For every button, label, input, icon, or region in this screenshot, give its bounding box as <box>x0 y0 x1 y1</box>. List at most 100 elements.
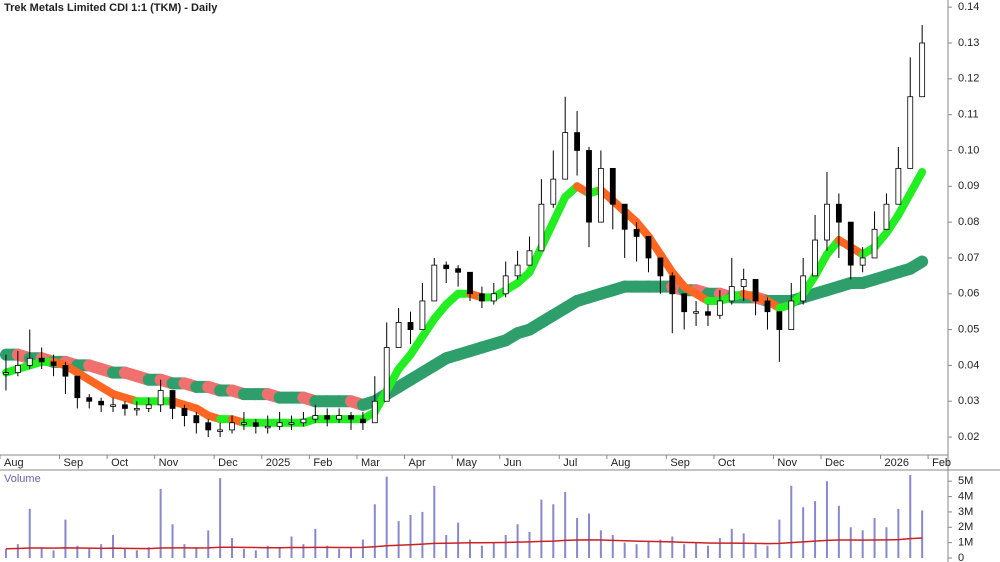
y-tick-label: 0.08 <box>958 216 979 228</box>
x-tick-label: Sep <box>63 457 83 469</box>
y-tick-label: 0.12 <box>958 73 979 85</box>
candle-body <box>847 221 854 266</box>
candle-body <box>776 311 783 331</box>
x-tick-label: Feb <box>932 457 951 469</box>
y-tick-label: 5M <box>958 475 973 487</box>
y-tick-label: 0.05 <box>958 324 979 336</box>
candle-body <box>407 322 414 331</box>
candle-body <box>181 408 188 416</box>
volume-bar <box>671 536 674 558</box>
volume-bar <box>373 504 376 558</box>
candle-body <box>98 400 105 406</box>
candle-body <box>883 203 890 230</box>
candle-body <box>395 322 402 348</box>
x-tick-label: Jul <box>563 457 577 469</box>
candle-body <box>288 422 295 425</box>
volume-bar <box>849 527 852 558</box>
candle-body <box>336 415 343 420</box>
candle-body <box>824 203 830 241</box>
volume-bar <box>112 534 115 558</box>
candle-body <box>193 415 200 424</box>
candle-body <box>3 372 9 375</box>
volume-bar <box>266 545 269 558</box>
volume-bar <box>492 542 495 558</box>
y-tick-label: 0.13 <box>958 37 979 49</box>
ma-fast <box>906 167 927 198</box>
volume-ma <box>5 537 923 550</box>
candle-body <box>371 400 378 424</box>
x-tick-label: Dec <box>218 457 238 469</box>
volume-bar <box>338 548 341 558</box>
candle-body <box>645 236 652 259</box>
candle-body <box>835 203 842 223</box>
x-tick-label: Jun <box>504 457 522 469</box>
y-tick-label: 0.02 <box>958 431 979 443</box>
ma-fast <box>525 243 546 277</box>
y-tick-label: 0.14 <box>958 1 979 13</box>
volume-bar <box>242 548 245 558</box>
candle-body <box>752 279 759 302</box>
candle-body <box>229 422 235 431</box>
candle-body <box>324 415 331 420</box>
candle-body <box>609 167 616 205</box>
volume-bar <box>635 544 638 558</box>
y-tick-label: 0.04 <box>958 359 979 371</box>
volume-bar <box>552 504 555 558</box>
x-tick-label: May <box>456 457 477 469</box>
candle-body <box>812 239 818 277</box>
candle-body <box>728 286 735 302</box>
volume-bar <box>219 478 222 558</box>
candle-body <box>800 275 807 302</box>
y-tick-label: 4M <box>958 490 973 502</box>
volume-bar <box>766 545 769 558</box>
candle-body <box>122 404 128 409</box>
volume-bar <box>504 534 507 558</box>
candle-body <box>478 293 485 302</box>
volume-bar <box>754 544 757 558</box>
x-tick-label: Oct <box>111 457 128 469</box>
volume-bar <box>540 499 543 558</box>
candle-body <box>50 361 57 366</box>
candle-body <box>431 264 438 302</box>
y-tick-label: 0.10 <box>958 144 979 156</box>
volume-bar <box>564 491 567 558</box>
candle-body <box>217 429 224 432</box>
volume-bar <box>207 530 210 558</box>
candle-body <box>14 365 21 373</box>
candle-body <box>74 375 81 399</box>
y-tick-label: 2M <box>958 521 973 533</box>
volume-bar <box>873 518 876 558</box>
candle-body <box>907 96 914 169</box>
volume-bar <box>706 545 709 558</box>
candle-body <box>443 264 450 270</box>
volume-bar <box>361 539 364 558</box>
candle-body <box>110 404 116 407</box>
candle-body <box>859 257 866 266</box>
candle-body <box>348 415 354 420</box>
candle-body <box>241 422 247 425</box>
candle-body <box>562 132 569 180</box>
y-tick-label: 0.06 <box>958 288 979 300</box>
volume-bar <box>825 481 828 558</box>
volume-bar <box>445 534 448 558</box>
candle-body <box>514 264 521 277</box>
x-tick-label: Aug <box>4 457 24 469</box>
candle-body <box>26 357 33 366</box>
y-tick-label: 1M <box>958 537 973 549</box>
candle-body <box>574 132 580 151</box>
candle-body <box>205 422 212 431</box>
volume-bar <box>409 515 412 558</box>
volume-bar <box>123 548 126 558</box>
volume-bar <box>421 511 424 558</box>
volume-bar <box>861 530 864 558</box>
volume-bar <box>254 550 257 558</box>
volume-bar <box>40 547 43 558</box>
candle-body <box>383 347 390 402</box>
x-tick-label: Apr <box>409 457 426 469</box>
volume-bar <box>183 544 186 558</box>
candle-body <box>38 357 45 363</box>
y-tick-label: 0.11 <box>958 109 979 121</box>
candle-body <box>145 404 152 409</box>
candle-body <box>597 167 604 223</box>
